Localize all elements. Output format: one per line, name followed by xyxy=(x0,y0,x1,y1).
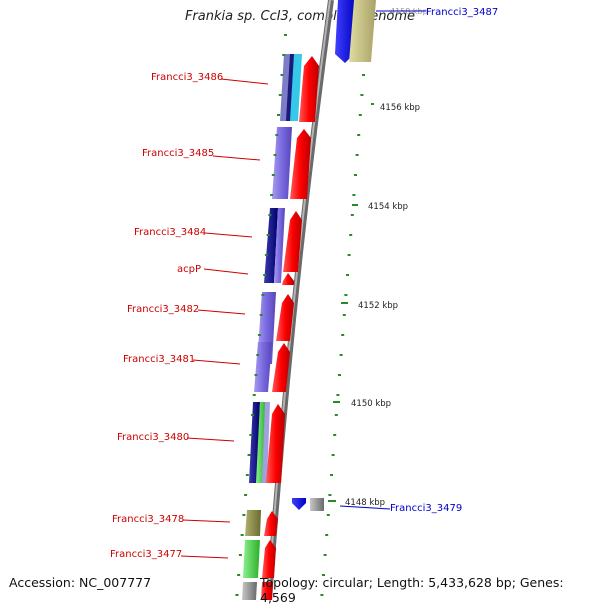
gene-francci3-3480[interactable]: Francci3_3480 xyxy=(117,402,285,483)
gene-label-left: Francci3_3477 xyxy=(110,549,182,560)
ruler-label: 4150 kbp xyxy=(351,399,391,409)
gene-francci3-3478[interactable]: Francci3_3478 xyxy=(112,510,278,536)
gene-label-left: Francci3_3481 xyxy=(123,354,195,365)
gene-francci3-3477[interactable]: Francci3_3477 xyxy=(110,540,276,578)
gene-label-left: Francci3_3485 xyxy=(142,148,214,159)
gene-francci3-3484[interactable]: Francci3_3484 xyxy=(134,208,302,283)
gene-francci3-3481[interactable]: Francci3_3481 xyxy=(123,342,290,392)
ruler-label: 4154 kbp xyxy=(368,202,408,212)
gene-label-left: acpP xyxy=(177,264,201,275)
tick-marks xyxy=(235,34,365,596)
gene-label-right: Francci3_3487 xyxy=(426,7,498,18)
ruler-label: 4148 kbp xyxy=(345,498,385,508)
gene-label-left: Francci3_3480 xyxy=(117,432,189,443)
gene-francci3-3486[interactable]: Francci3_3486 xyxy=(151,54,319,122)
gene-label-left: Francci3_3482 xyxy=(127,304,199,315)
ruler-label: 4156 kbp xyxy=(380,103,420,113)
gene-francci3-3487[interactable]: Francci3_3487 xyxy=(335,0,498,63)
gene-acpp[interactable]: acpP xyxy=(177,264,294,285)
ruler-label: 4152 kbp xyxy=(358,301,398,311)
topology-text: Topology: circular; Length: 5,433,628 bp… xyxy=(260,575,564,605)
ruler: 4158 kbp 4156 kbp 4154 kbp 4152 kbp 4150… xyxy=(328,7,428,508)
gene-label-left: Francci3_3478 xyxy=(112,514,184,525)
gene-partial-bottom xyxy=(242,582,273,600)
gene-label-left: Francci3_3486 xyxy=(151,72,223,83)
gene-francci3-3479[interactable]: Francci3_3479 xyxy=(292,498,462,514)
gene-label-left: Francci3_3484 xyxy=(134,227,206,238)
gene-francci3-3485[interactable]: Francci3_3485 xyxy=(142,127,311,199)
accession-text: Accession: NC_007777 xyxy=(9,575,152,590)
gene-label-right: Francci3_3479 xyxy=(390,503,462,514)
